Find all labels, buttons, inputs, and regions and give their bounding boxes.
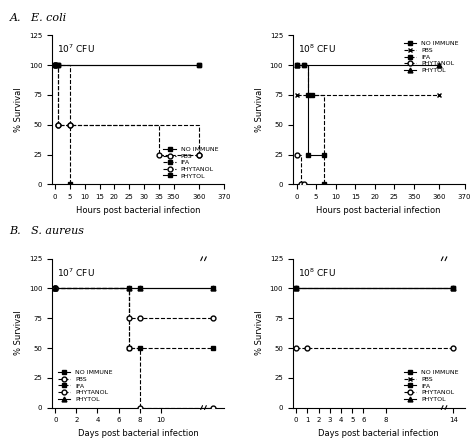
Text: 10$^8$ CFU: 10$^8$ CFU — [298, 43, 336, 55]
Text: 10$^7$ CFU: 10$^7$ CFU — [57, 43, 95, 55]
Legend: NO IMMUNE, PBS, IFA, PHYTANOL, PHYTOL: NO IMMUNE, PBS, IFA, PHYTANOL, PHYTOL — [401, 39, 461, 75]
Text: 10$^8$ CFU: 10$^8$ CFU — [298, 266, 336, 279]
X-axis label: Hours post bacterial infection: Hours post bacterial infection — [76, 206, 201, 214]
Legend: NO IMMUNE, PBS, IFA, PHYTANOL, PHYTOL: NO IMMUNE, PBS, IFA, PHYTANOL, PHYTOL — [161, 144, 221, 181]
Legend: NO IMMUNE, PBS, IFA, PHYTANOL, PHYTOL: NO IMMUNE, PBS, IFA, PHYTANOL, PHYTOL — [401, 368, 461, 404]
X-axis label: Days post bacterial infection: Days post bacterial infection — [318, 429, 439, 438]
Y-axis label: % Survival: % Survival — [255, 88, 264, 132]
Text: 10$^7$ CFU: 10$^7$ CFU — [57, 266, 95, 279]
Y-axis label: % Survival: % Survival — [255, 311, 264, 355]
Y-axis label: % Survival: % Survival — [14, 88, 23, 132]
Text: A.   E. coli: A. E. coli — [9, 13, 67, 23]
X-axis label: Days post bacterial infection: Days post bacterial infection — [78, 429, 199, 438]
Legend: NO IMMUNE, PBS, IFA, PHYTANOL, PHYTOL: NO IMMUNE, PBS, IFA, PHYTANOL, PHYTOL — [55, 368, 115, 404]
Text: B.   S. aureus: B. S. aureus — [9, 226, 84, 236]
X-axis label: Hours post bacterial infection: Hours post bacterial infection — [316, 206, 441, 214]
Y-axis label: % Survival: % Survival — [14, 311, 23, 355]
